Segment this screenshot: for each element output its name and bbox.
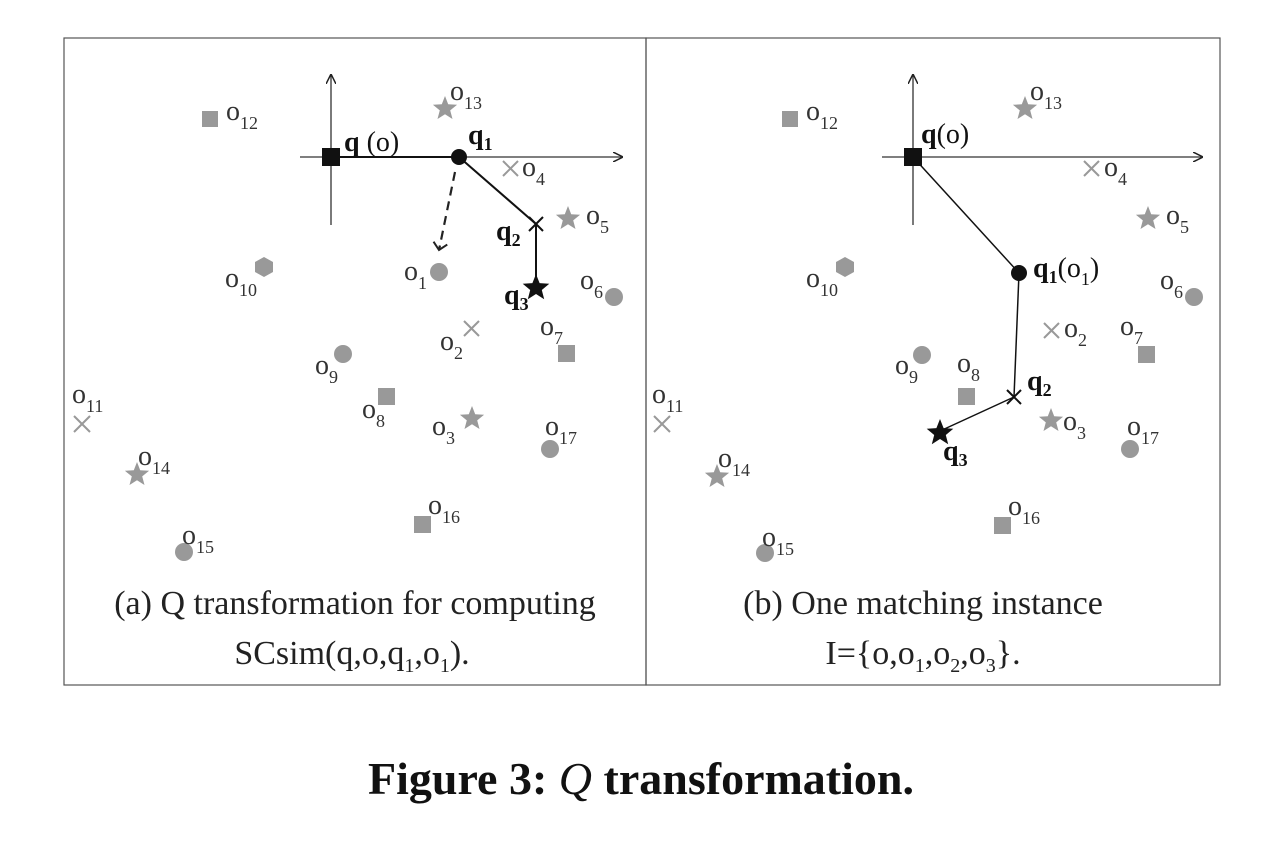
panel-b-caption-line1: (b) One matching instance	[743, 585, 1103, 622]
query-node-q3	[926, 419, 954, 445]
query-edge	[912, 156, 1020, 274]
object-hexagon-o10	[255, 257, 273, 277]
query-node-q	[904, 148, 922, 166]
object-square-o16	[994, 517, 1011, 534]
label-o8: o8	[957, 348, 980, 385]
query-label-q: q(o)	[921, 119, 969, 150]
label-o3: o3	[432, 411, 455, 448]
query-node-q1	[451, 149, 467, 165]
query-label-q1: q1	[468, 120, 493, 154]
object-circle-o15	[175, 543, 193, 561]
object-circle-o9	[334, 345, 352, 363]
label-o5: o5	[586, 200, 609, 237]
figure-caption: Figure 3: Q transformation.	[0, 752, 1282, 805]
label-o10: o10	[225, 263, 257, 300]
label-o6: o6	[1160, 265, 1183, 302]
object-star-o14	[124, 462, 150, 485]
label-o11: o11	[72, 379, 103, 416]
panel-b-frame	[645, 37, 1221, 686]
label-o1: o1	[404, 256, 427, 293]
object-circle-o17	[541, 440, 559, 458]
label-o16: o16	[1008, 491, 1040, 528]
query-label-q2: q2	[496, 216, 521, 250]
label-o2: o2	[1064, 313, 1087, 350]
label-o7: o7	[540, 311, 563, 348]
query-edge	[458, 156, 537, 225]
query-label-q3: q3	[943, 436, 968, 470]
panel-a-caption-line1: (a) Q transformation for computing	[114, 585, 596, 622]
figure-caption-suffix: transformation.	[603, 753, 914, 804]
object-star-o13	[432, 96, 458, 119]
object-circle-o17	[1121, 440, 1139, 458]
object-square-o12	[202, 111, 218, 127]
object-hexagon-o10	[836, 257, 854, 277]
label-o16: o16	[428, 490, 460, 527]
query-label-q: q (o)	[344, 127, 399, 158]
query-node-q2	[1006, 389, 1022, 405]
object-square-o7	[1138, 346, 1155, 363]
object-square-o8	[378, 388, 395, 405]
object-cross-o2	[1043, 322, 1060, 339]
query-node-q	[322, 148, 340, 166]
label-o15: o15	[182, 520, 214, 557]
object-star-o3	[1038, 408, 1064, 431]
query-node-q1	[1011, 265, 1027, 281]
panel-b-caption-line2: I={o,o1,o2,o3}.	[825, 635, 1020, 677]
object-cross-o11	[73, 415, 91, 433]
panel-a: q (o) q1 q2 q3 o12 o13 o4 o5 o10 o1 o6 o…	[72, 75, 623, 677]
object-circle-o15	[756, 544, 774, 562]
object-circle-o9	[913, 346, 931, 364]
label-o13: o13	[1030, 76, 1062, 113]
object-square-o7	[558, 345, 575, 362]
object-circle-o6	[605, 288, 623, 306]
object-square-o12	[782, 111, 798, 127]
label-o6: o6	[580, 265, 603, 302]
label-o3: o3	[1063, 406, 1086, 443]
query-edge	[1013, 272, 1020, 398]
object-star-o14	[704, 464, 730, 487]
figure-caption-symbol: Q	[558, 753, 593, 804]
label-o11: o11	[652, 379, 683, 416]
object-star-o13	[1012, 96, 1038, 119]
object-square-o8	[958, 388, 975, 405]
transform-arrow	[432, 171, 457, 252]
query-node-q3	[522, 274, 550, 300]
object-cross-o4	[1083, 160, 1100, 177]
label-o12: o12	[226, 96, 258, 133]
object-cross-o4	[502, 160, 519, 177]
object-square-o16	[414, 516, 431, 533]
query-node-q2	[528, 216, 544, 232]
label-o5: o5	[1166, 200, 1189, 237]
object-circle-o1	[430, 263, 448, 281]
label-o13: o13	[450, 76, 482, 113]
object-star-o3	[459, 406, 485, 429]
query-label-q2: q2	[1027, 366, 1052, 400]
object-star-o5	[1135, 206, 1161, 229]
panel-b: q(o) q1(o1) q2 q3 o12 o13 o4 o5 o10 o6 o…	[652, 75, 1203, 677]
object-star-o5	[555, 206, 581, 229]
label-o12: o12	[806, 96, 838, 133]
object-cross-o11	[653, 415, 671, 433]
object-cross-o2	[463, 320, 480, 337]
panel-a-caption-line2: SCsim(q,o,q1,o1).	[234, 635, 469, 677]
figure-caption-prefix: Figure 3:	[368, 753, 548, 804]
label-o2: o2	[440, 326, 463, 363]
object-circle-o6	[1185, 288, 1203, 306]
label-o10: o10	[806, 263, 838, 300]
query-label-q1: q1(o1)	[1033, 253, 1099, 289]
label-o7: o7	[1120, 311, 1143, 348]
query-edge	[939, 396, 1015, 432]
